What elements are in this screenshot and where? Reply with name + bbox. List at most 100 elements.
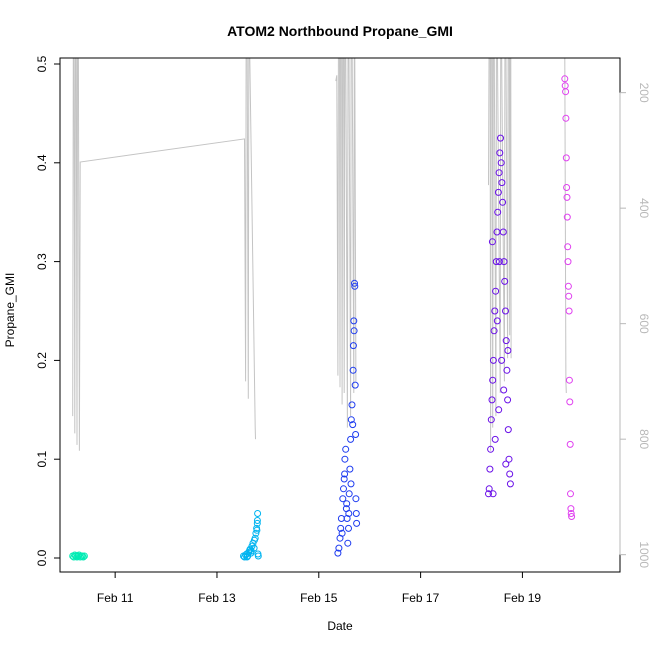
x-tick-label-0: Feb 11 [97,591,134,605]
data-point-s1-18 [243,553,251,561]
data-point-s3-3 [487,445,495,453]
y-tick-label-3: 0.3 [35,253,49,270]
data-point-s1-15 [254,510,262,517]
data-point-s2-26 [351,282,359,290]
data-point-s3-15 [495,169,503,177]
data-point-s4-3 [562,114,570,122]
data-point-s4-17 [567,505,575,513]
data-point-s3-38 [502,460,510,468]
data-point-s2-28 [352,431,360,438]
altitude-profile-line-4 [552,57,567,394]
data-point-s3-17 [497,134,504,142]
data-point-s3-37 [500,386,508,394]
data-point-s1-12 [252,529,260,537]
data-point-s3-8 [490,327,498,335]
data-point-s2-34 [345,510,353,517]
data-point-s2-20 [349,421,357,429]
data-point-s3-1 [485,485,493,493]
data-point-s2-19 [348,401,356,409]
right-tick-label-2: 600 [637,314,650,334]
right-y-axis: 200 400 600 800 1000 [619,83,650,568]
data-point-s3-24 [502,307,509,315]
x-tick-label-2: Feb 15 [300,591,338,605]
x-tick-label-1: Feb 13 [198,591,236,605]
data-point-s3-27 [504,396,512,404]
data-point-s3-11 [492,258,500,266]
data-point-s3-40 [488,238,496,246]
right-tick-label-0: 200 [637,83,650,103]
data-point-s2-22 [349,342,357,350]
data-point-s3-35 [495,258,503,266]
data-point-s3-6 [489,376,497,384]
data-point-s4-13 [565,376,573,384]
data-point-s4-4 [562,154,570,162]
data-point-s3-13 [494,208,502,216]
data-point-s3-14 [494,188,502,196]
data-point-s2-15 [345,490,353,498]
data-point-s3-5 [488,396,496,404]
x-axis: Feb 11 Feb 13 Feb 15 Feb 17 Feb 19 [97,572,541,605]
data-point-s4-8 [564,243,572,251]
data-point-s3-10 [492,287,500,295]
data-point-s3-18 [497,159,505,167]
data-point-s1-17 [254,552,262,560]
data-point-s3-23 [501,277,509,285]
data-point-s0-11 [80,552,88,560]
data-point-s2-16 [346,465,354,473]
data-point-s1-14 [253,519,261,527]
data-point-s2-31 [353,519,361,527]
data-point-s2-35 [347,480,355,488]
y-tick-label-5: 0.5 [35,55,49,72]
data-point-s3-22 [500,258,508,266]
data-point-s4-19 [568,513,576,520]
data-point-s3-9 [491,307,499,315]
altitude-profile-layer [72,57,567,451]
y-tick-label-1: 0.1 [35,451,49,468]
data-point-s3-33 [491,435,499,443]
data-point-s4-15 [566,440,574,448]
data-point-s0-10 [79,553,87,561]
data-point-s3-28 [504,426,512,434]
data-point-s4-12 [565,307,573,315]
data-point-s4-18 [567,510,575,517]
data-point-s3-19 [498,179,506,187]
data-point-s3-30 [506,470,514,478]
data-point-s3-34 [493,317,501,325]
data-point-s2-12 [343,515,351,522]
data-point-s3-2 [486,465,494,473]
data-point-s4-2 [562,88,570,96]
x-axis-label: Date [327,619,353,633]
data-point-s4-11 [565,292,573,300]
y-axis-label: Propane_GMI [3,273,17,348]
y-tick-label-4: 0.4 [35,154,49,171]
data-point-s4-9 [564,258,572,266]
data-point-s3-26 [503,366,511,374]
data-point-s3-39 [504,347,512,354]
data-point-s4-10 [564,282,572,290]
right-tick-label-1: 400 [637,198,650,218]
data-point-s1-23 [246,545,254,553]
data-point-s3-32 [489,490,497,498]
data-point-s2-30 [352,510,360,517]
data-point-s2-18 [347,416,355,424]
data-point-s1-20 [250,536,258,544]
data-points-layer [69,75,576,561]
data-point-s2-1 [335,544,343,552]
data-point-s2-13 [344,539,352,547]
data-point-s3-36 [498,356,506,364]
y-tick-label-2: 0.2 [35,352,49,369]
data-point-s3-4 [487,416,495,424]
altitude-profile-line-3 [488,57,512,451]
data-point-s4-5 [563,184,571,191]
data-point-s3-16 [496,149,504,157]
data-point-s2-17 [347,435,355,443]
data-point-s3-20 [499,198,507,206]
data-point-s2-32 [341,470,349,478]
right-tick-label-4: 1000 [637,541,650,568]
data-point-s2-0 [334,549,342,557]
data-point-s2-5 [338,529,346,537]
right-tick-label-3: 800 [637,429,650,449]
data-point-s2-29 [352,495,360,503]
data-point-s2-33 [343,500,351,508]
